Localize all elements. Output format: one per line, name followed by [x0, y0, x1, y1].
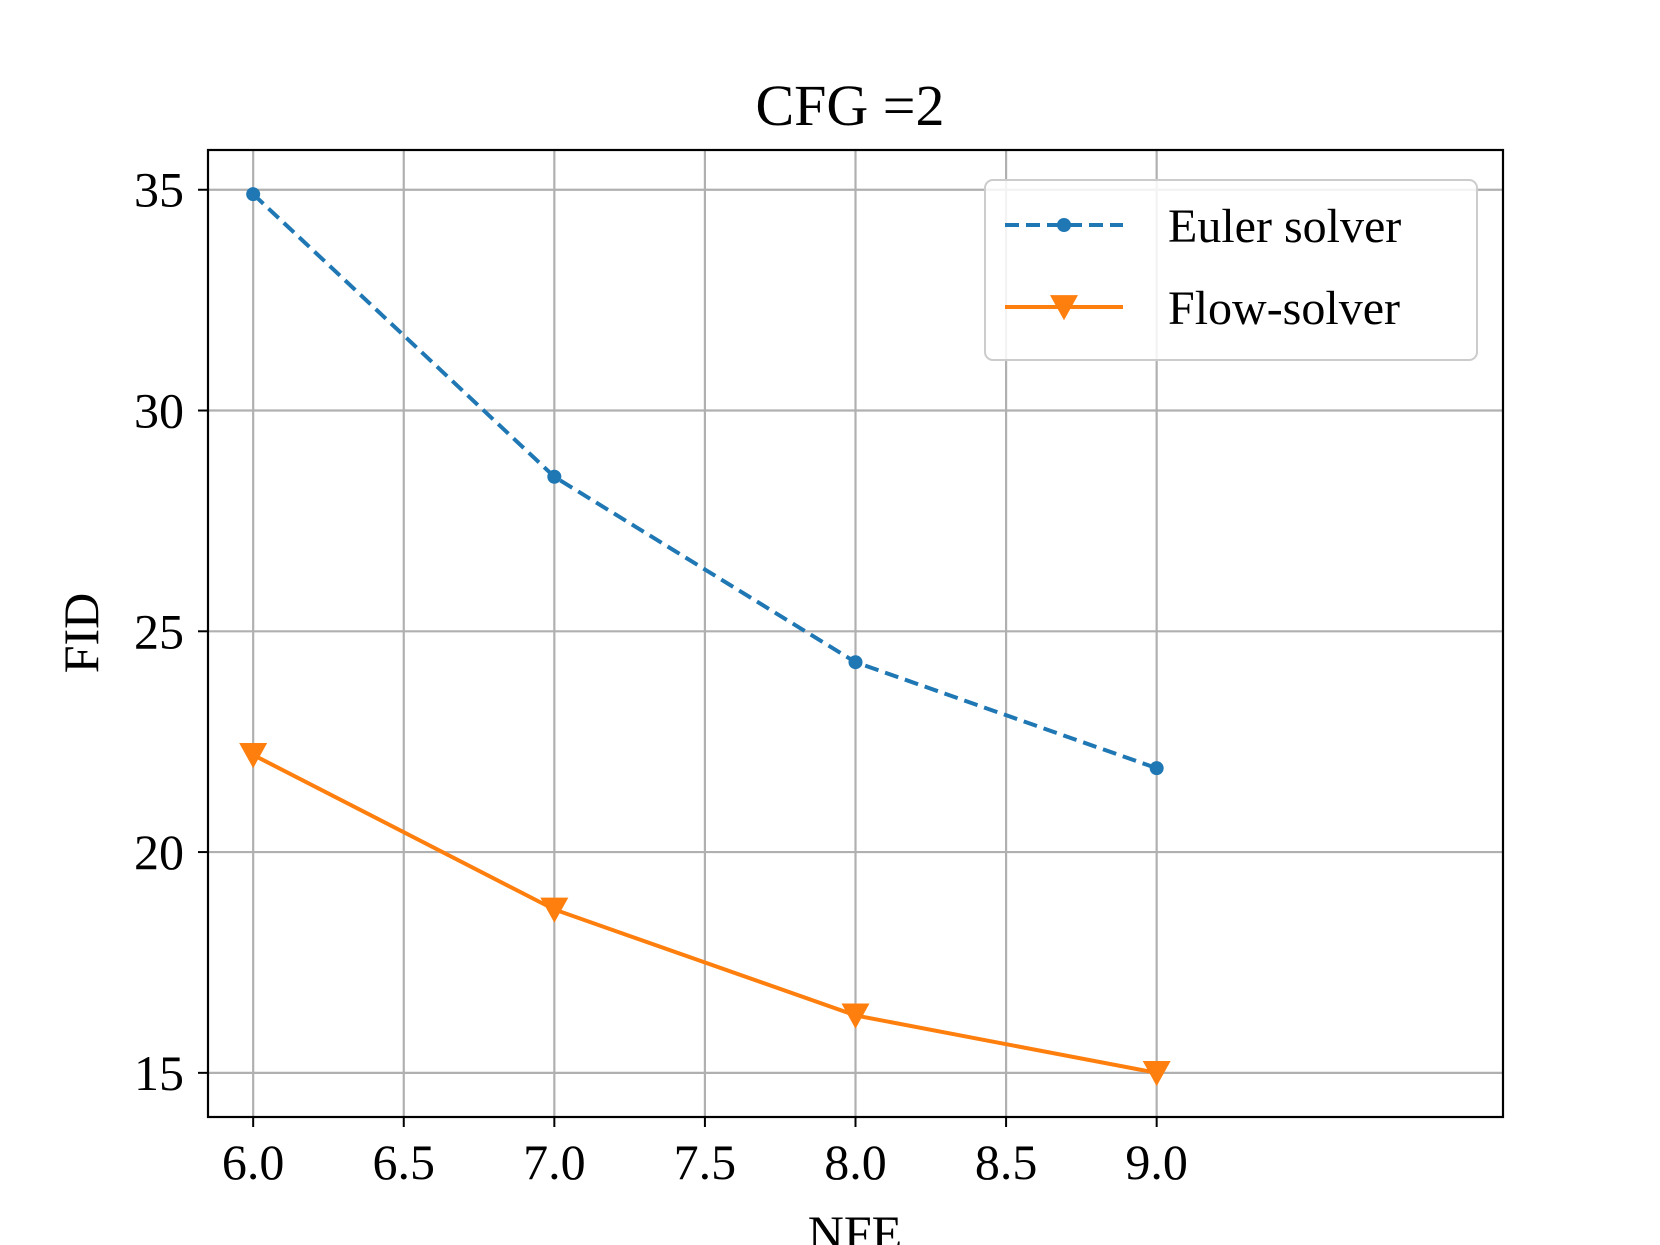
legend-entry: Flow-solver — [1005, 282, 1400, 335]
x-tick-label: 7.5 — [674, 1134, 737, 1190]
legend-label: Flow-solver — [1168, 282, 1400, 335]
series-flow-solver — [239, 743, 1171, 1087]
y-tick-label: 30 — [134, 383, 184, 439]
x-axis-label: NFE — [808, 1205, 902, 1245]
x-tick-label: 6.0 — [222, 1134, 285, 1190]
series-line — [251, 192, 1158, 771]
legend: Euler solver Flow-solver — [984, 179, 1478, 361]
series-layer — [239, 187, 1171, 1087]
y-axis-label: FID — [53, 593, 109, 674]
data-point — [1142, 1060, 1171, 1087]
data-point — [246, 187, 261, 202]
y-tick-label: 25 — [134, 603, 184, 659]
legend-box — [984, 179, 1478, 361]
x-tick-label: 6.5 — [373, 1134, 436, 1190]
grid — [208, 150, 1503, 1117]
x-tick-label: 9.0 — [1125, 1134, 1188, 1190]
data-point — [1149, 761, 1164, 776]
x-tick-label: 8.5 — [975, 1134, 1038, 1190]
y-axis: 15 20 25 30 35 — [134, 162, 208, 1101]
series-line — [252, 753, 1158, 1075]
x-axis: 6.0 6.5 7.0 7.5 8.0 8.5 9.0 — [222, 1117, 1188, 1190]
chart-title: CFG =2 — [755, 73, 944, 138]
legend-label: Euler solver — [1168, 200, 1401, 253]
data-point — [547, 469, 562, 484]
data-point — [540, 897, 569, 923]
legend-marker — [1057, 218, 1071, 232]
x-tick-label: 7.0 — [523, 1134, 586, 1190]
data-point — [841, 1003, 870, 1029]
y-tick-label: 20 — [134, 824, 184, 880]
data-point — [239, 743, 268, 769]
legend-entry: Euler solver — [1005, 200, 1401, 253]
series-euler-solver — [246, 187, 1164, 776]
y-tick-label: 35 — [134, 162, 184, 218]
legend-marker — [1050, 295, 1078, 321]
data-point — [848, 655, 863, 670]
x-tick-label: 8.0 — [824, 1134, 887, 1190]
y-tick-label: 15 — [134, 1045, 184, 1101]
